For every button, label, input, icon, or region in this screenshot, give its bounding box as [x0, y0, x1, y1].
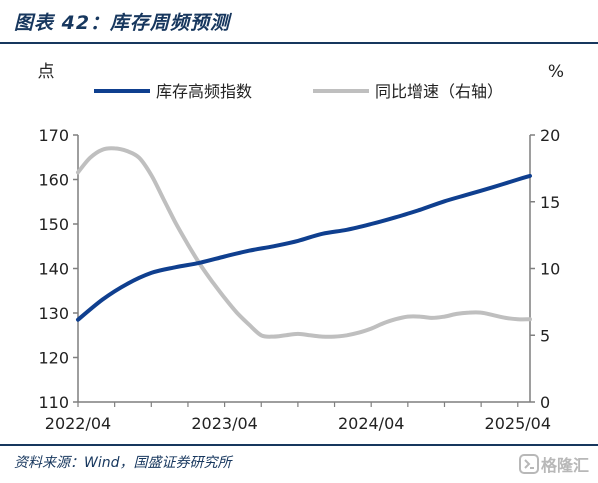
left-tick-label: 110: [38, 393, 69, 412]
series-layer: [76, 146, 532, 339]
watermark-logo-icon: [519, 454, 539, 474]
right-axis-unit: %: [548, 62, 564, 82]
right-tick-label: 10: [540, 260, 560, 279]
left-tick-label: 150: [38, 215, 69, 234]
left-tick-label: 120: [38, 349, 69, 368]
footer-rule: [0, 444, 598, 446]
watermark-text: 格隆汇: [541, 456, 590, 475]
figure-title: 图表 42：库存周频预测: [14, 12, 231, 34]
x-tick-label: 2024/04: [338, 414, 404, 433]
right-tick-label: 0: [540, 393, 550, 412]
series-line-inventory: [76, 173, 532, 322]
legend-label-inventory: 库存高频指数: [156, 82, 252, 101]
left-tick-label: 160: [38, 171, 69, 190]
x-axis-ticks: 2022/04 2023/04 2024/04 2025/04: [45, 402, 551, 433]
x-tick-label: 2025/04: [485, 414, 551, 433]
source-note: 资料来源：Wind，国盛证券研究所: [14, 455, 232, 471]
legend-label-yoy: 同比增速（右轴）: [375, 82, 503, 101]
legend: 库存高频指数 同比增速（右轴）: [94, 82, 503, 101]
left-axis-ticks: 110 120 130 140 150 160 170: [38, 126, 78, 412]
left-tick-label: 140: [38, 260, 69, 279]
right-tick-label: 15: [540, 193, 560, 212]
right-tick-label: 5: [540, 326, 550, 345]
left-tick-label: 170: [38, 126, 69, 145]
title-rule: [0, 42, 598, 44]
right-axis-ticks: 0 5 10 15 20: [530, 126, 560, 412]
x-tick-label: 2022/04: [45, 414, 111, 433]
left-tick-label: 130: [38, 304, 69, 323]
right-tick-label: 20: [540, 126, 560, 145]
left-axis-unit: 点: [38, 62, 55, 82]
x-tick-label: 2023/04: [191, 414, 257, 433]
series-line-yoy: [76, 146, 532, 339]
